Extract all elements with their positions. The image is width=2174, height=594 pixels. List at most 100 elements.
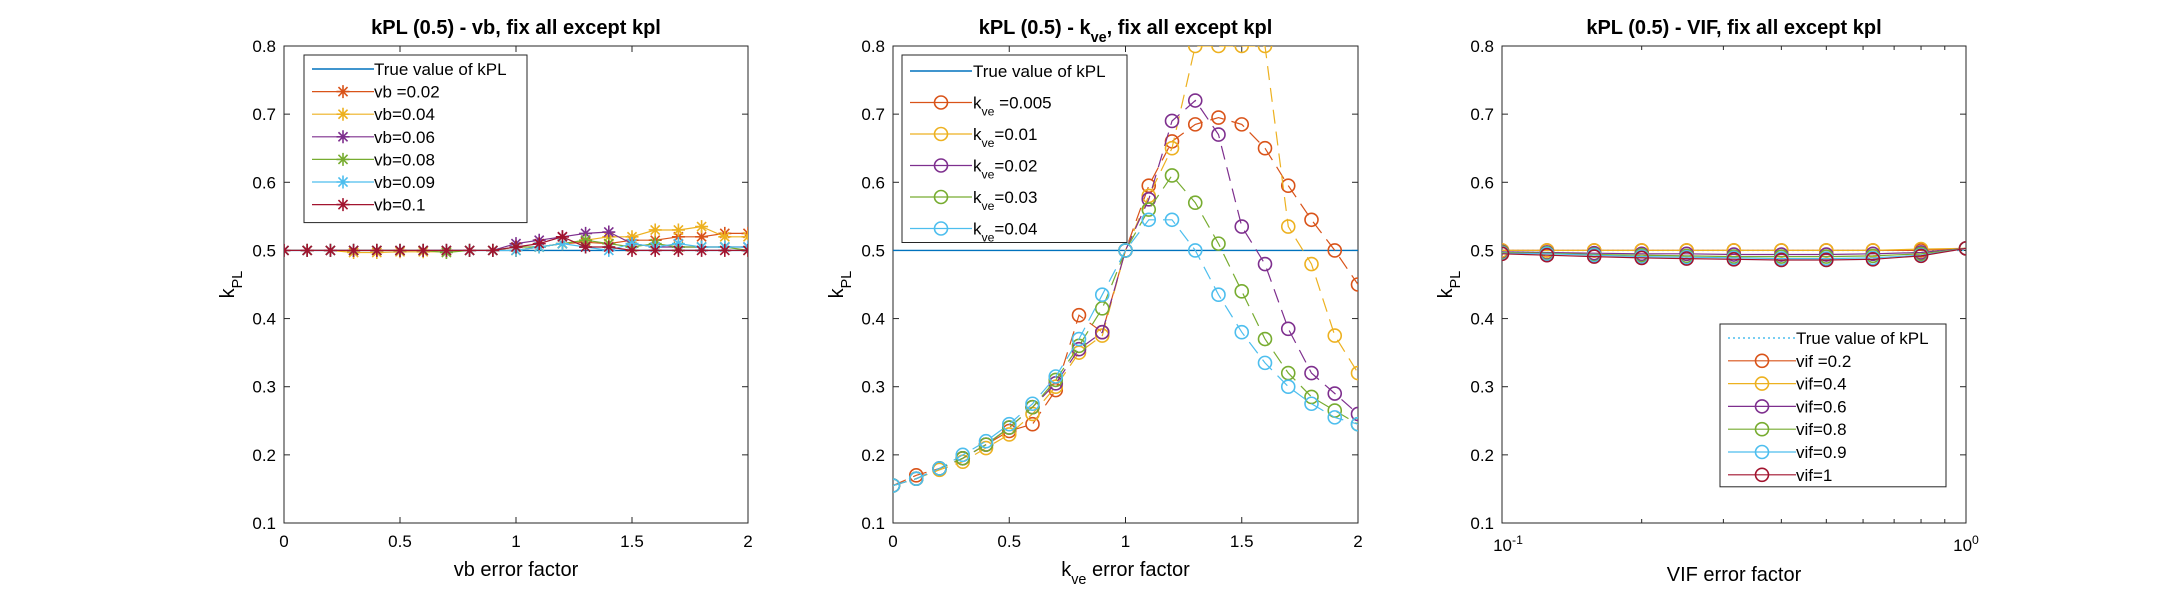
- legend-marker: [933, 158, 949, 173]
- data-point: [893, 478, 901, 493]
- data-point: [1634, 250, 1649, 266]
- legend-marker: [1754, 353, 1770, 369]
- data-point: [1280, 379, 1296, 395]
- data-point: [1327, 386, 1343, 401]
- legend-label: True value of kPL: [973, 62, 1106, 81]
- data-point: [555, 237, 569, 251]
- y-tick-label: 0.6: [1470, 173, 1494, 192]
- data-point: [1094, 328, 1110, 343]
- data-point: [695, 220, 709, 234]
- data-point: [1048, 369, 1064, 384]
- data-point: [323, 243, 337, 257]
- x-tick-label: 1: [1121, 532, 1130, 551]
- y-axis-label: kPL: [1435, 271, 1464, 299]
- data-point: [1350, 365, 1358, 381]
- data-point: [1001, 416, 1017, 432]
- data-point: [1025, 416, 1040, 432]
- data-point: [1865, 251, 1881, 267]
- data-point: [1211, 287, 1226, 303]
- legend-marker: [336, 152, 350, 166]
- series-line: [1502, 247, 1966, 260]
- legend-label: vif=0.4: [1796, 375, 1847, 394]
- series-6: [1502, 241, 1966, 268]
- data-point: [1164, 212, 1180, 228]
- x-tick-label: 0: [279, 532, 288, 551]
- legend-label: vif =0.2: [1796, 352, 1851, 371]
- legend-marker: [336, 107, 350, 121]
- data-point: [602, 240, 616, 254]
- x-axis-label: kve error factor: [1061, 559, 1190, 588]
- y-axis-label: kPL: [826, 271, 855, 299]
- data-point: [1257, 355, 1273, 371]
- legend-marker: [1754, 467, 1770, 483]
- x-tick-label: 0.5: [388, 532, 412, 551]
- data-point: [509, 240, 523, 254]
- data-point: [1913, 248, 1929, 264]
- series-6: [284, 230, 748, 257]
- y-tick-label: 0.3: [861, 378, 885, 397]
- data-point: [648, 223, 662, 237]
- data-point: [1726, 251, 1742, 267]
- legend-label: vif=0.9: [1796, 443, 1847, 462]
- legend-marker: [933, 221, 949, 236]
- data-point: [1071, 307, 1087, 323]
- legend-label: vif=0.8: [1796, 420, 1847, 439]
- y-tick-label: 0.6: [861, 173, 885, 192]
- legend-marker: [336, 198, 350, 212]
- legend-label: kve=0.04: [973, 220, 1037, 245]
- data-point: [463, 243, 477, 257]
- data-point: [1502, 246, 1510, 262]
- series-line: [1502, 247, 1966, 256]
- data-point: [908, 471, 924, 487]
- data-point: [1234, 324, 1250, 340]
- data-point: [1304, 389, 1319, 405]
- chart-title: kPL (0.5) - VIF, fix all except kpl: [1586, 17, 1881, 39]
- legend-marker: [933, 95, 949, 110]
- data-point: [1094, 287, 1110, 303]
- y-tick-label: 0.4: [861, 310, 885, 329]
- x-axis-label: vb error factor: [454, 559, 579, 581]
- legend-marker: [336, 130, 350, 144]
- data-point: [1280, 178, 1296, 193]
- data-point: [1350, 416, 1358, 432]
- data-point: [439, 243, 453, 257]
- legend-marker: [1754, 444, 1770, 460]
- data-point: [695, 243, 709, 257]
- legend-label: vif=0.6: [1796, 397, 1847, 416]
- data-point: [1327, 410, 1343, 425]
- chart-2: 0.1 0.2 0.3 0.4 0.5 0.6 0.7 0.8 0 0.5 1 1.5 2 kPL (0.…: [826, 17, 1363, 588]
- y-axis-label: kPL: [217, 271, 246, 299]
- y-tick-label: 0.8: [252, 37, 276, 56]
- data-point: [671, 243, 685, 257]
- legend: True value of kPL vif =0.2 vif=0.4 vif=0.6 v…: [1719, 323, 1947, 488]
- data-point: [1118, 243, 1133, 258]
- data-point: [1257, 331, 1273, 347]
- data-point: [1234, 117, 1250, 132]
- data-point: [718, 243, 732, 257]
- legend-marker: [1754, 421, 1770, 437]
- legend-label: kve=0.02: [973, 157, 1037, 182]
- y-tick-label: 0.1: [1470, 514, 1494, 533]
- data-point: [1001, 427, 1017, 442]
- y-tick-label: 0.2: [252, 446, 276, 465]
- data-point: [1164, 168, 1180, 183]
- data-point: [1958, 241, 1966, 256]
- y-tick-label: 0.8: [1470, 37, 1494, 56]
- data-point: [370, 243, 384, 257]
- legend-label: vb=0.08: [374, 150, 435, 169]
- legend: True value of kPL vb =0.02 vb=0.04 vb=0.06 v…: [303, 54, 528, 224]
- legend-label: vb=0.1: [374, 196, 426, 215]
- chart-title: kPL (0.5) - kve, fix all except kpl: [979, 17, 1273, 46]
- x-tick-label: 2: [1353, 532, 1362, 551]
- chart-title: kPL (0.5) - vb, fix all except kpl: [371, 17, 661, 39]
- x-tick-label: 2: [743, 532, 752, 551]
- legend-label: True value of kPL: [374, 60, 507, 79]
- data-point: [579, 226, 593, 240]
- y-tick-label: 0.3: [252, 378, 276, 397]
- legend-label: vb=0.04: [374, 105, 435, 124]
- data-point: [1304, 212, 1319, 228]
- x-tick-label: 100: [1953, 533, 1979, 555]
- data-point: [1865, 243, 1881, 258]
- data-point: [625, 237, 639, 251]
